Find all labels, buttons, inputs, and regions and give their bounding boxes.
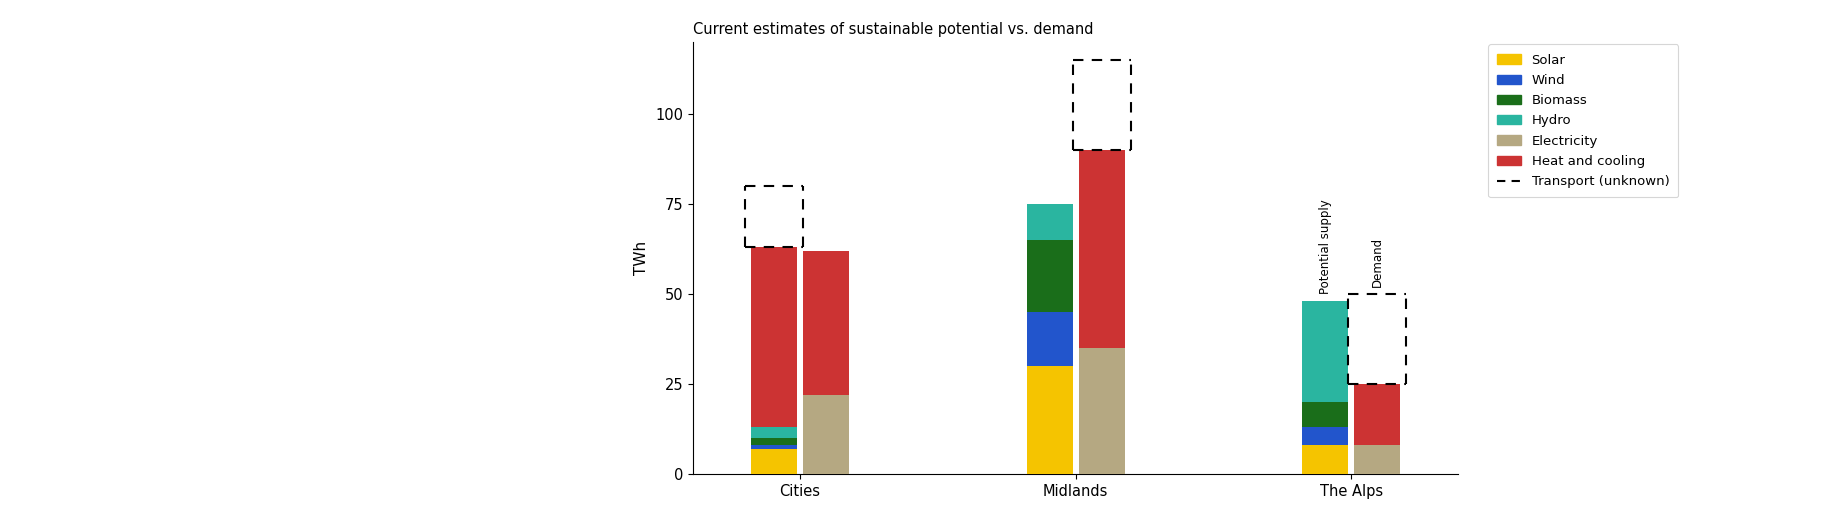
Bar — [1079, 348, 1125, 474]
Bar — [1026, 204, 1072, 240]
Bar — [1026, 366, 1072, 474]
Text: Potential supply: Potential supply — [1318, 200, 1331, 294]
Bar — [802, 395, 850, 474]
Bar — [751, 438, 797, 445]
Bar — [1026, 240, 1072, 312]
Text: Current estimates of sustainable potential vs. demand: Current estimates of sustainable potenti… — [693, 22, 1094, 37]
Bar — [1079, 150, 1125, 348]
Bar — [1302, 301, 1349, 402]
Text: Demand: Demand — [1371, 237, 1384, 287]
Bar — [751, 449, 797, 474]
Bar — [802, 251, 850, 395]
Bar — [1302, 427, 1349, 445]
Bar — [1302, 445, 1349, 474]
Bar — [1354, 445, 1400, 474]
Y-axis label: TWh: TWh — [634, 241, 649, 275]
Legend: Solar, Wind, Biomass, Hydro, Electricity, Heat and cooling, Transport (unknown): Solar, Wind, Biomass, Hydro, Electricity… — [1488, 44, 1679, 198]
Bar — [751, 427, 797, 438]
Bar — [751, 248, 797, 427]
Bar — [1354, 384, 1400, 445]
Bar — [751, 445, 797, 449]
Bar — [1026, 312, 1072, 366]
Bar — [1302, 402, 1349, 427]
